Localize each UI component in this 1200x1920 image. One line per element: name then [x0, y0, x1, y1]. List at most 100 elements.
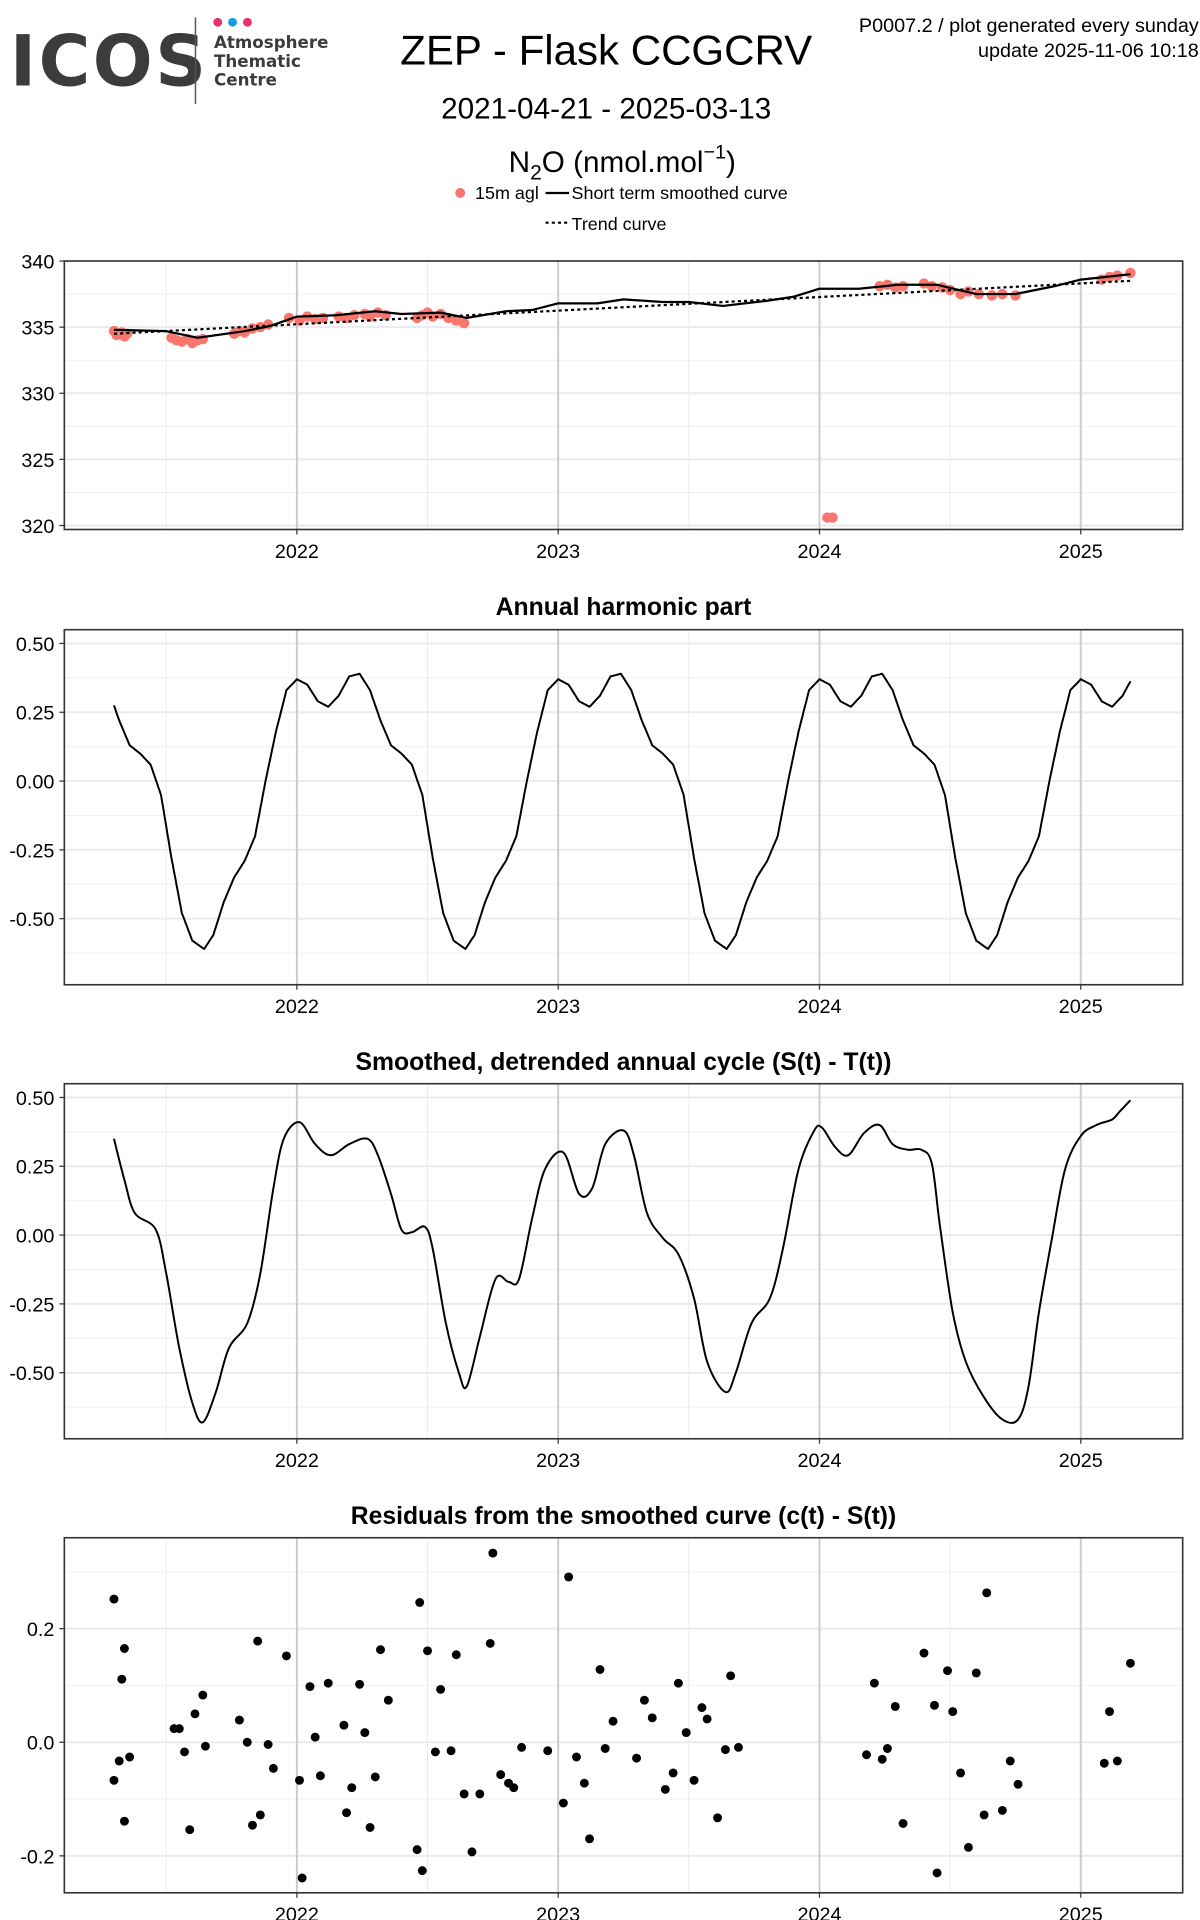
residual-point: [862, 1750, 871, 1760]
legend: 15m agl Short term smoothed curve Trend …: [455, 183, 788, 234]
x-tick-label: 2025: [1059, 996, 1103, 1018]
y-tick-label: 0.25: [16, 1157, 55, 1179]
observation-point: [1010, 290, 1021, 301]
residual-point: [585, 1834, 594, 1844]
residual-point: [467, 1847, 477, 1857]
x-tick-label: 2025: [1059, 541, 1103, 563]
date-range: 2021-04-21 - 2025-03-13: [441, 93, 771, 126]
y-tick-label: -0.50: [9, 1363, 54, 1385]
y-tick-label: -0.50: [9, 909, 54, 931]
y-tick-label: -0.25: [9, 840, 54, 862]
plot-background: [64, 261, 1183, 530]
residual-point: [423, 1646, 432, 1656]
y-tick-label: 0.50: [16, 1088, 55, 1110]
residual-point: [412, 1845, 422, 1855]
residual-point: [383, 1695, 393, 1705]
residual-point: [198, 1690, 208, 1700]
residual-point: [323, 1678, 333, 1688]
residual-point: [919, 1648, 929, 1658]
residual-point: [1099, 1758, 1109, 1768]
residual-point: [564, 1572, 574, 1582]
smoothed-curve: [113, 273, 1131, 339]
residual-point: [459, 1789, 469, 1799]
residual-point: [485, 1638, 495, 1648]
panel-title: Annual harmonic part: [496, 594, 752, 621]
y-tick-label: 335: [21, 318, 54, 340]
residual-point: [281, 1651, 291, 1661]
plot-border: [63, 1536, 1184, 1894]
residual-point: [295, 1775, 304, 1785]
y-tick-label: 325: [21, 450, 54, 472]
plot-background: [64, 1537, 1183, 1893]
logo-dot-3: [242, 17, 252, 27]
residual-point: [1112, 1756, 1122, 1766]
y-tick-label: 340: [21, 251, 54, 273]
x-tick-label: 2022: [275, 996, 319, 1018]
residual-point: [376, 1645, 385, 1655]
residual-point: [310, 1732, 320, 1742]
residual-point: [929, 1700, 939, 1710]
residual-point: [720, 1745, 730, 1755]
residual-point: [509, 1783, 519, 1793]
residual-point: [488, 1548, 498, 1558]
observation-point: [926, 280, 938, 292]
y-tick-label: 0.50: [16, 634, 55, 656]
residual-point: [982, 1588, 992, 1598]
residual-point: [632, 1753, 642, 1763]
residual-point: [430, 1747, 440, 1757]
panel-3: Smoothed, detrended annual cycle (S(t) -…: [9, 1049, 1184, 1472]
residual-point: [248, 1820, 257, 1830]
panel-2: Annual harmonic part -0.50 -0.25 0.00 0.25 0.…: [9, 594, 1184, 1018]
logo-dot-1: [213, 17, 223, 27]
residual-point: [1105, 1707, 1114, 1717]
residual-point: [673, 1678, 683, 1688]
observation-point: [1125, 267, 1136, 279]
y-tick-label: 0.25: [16, 703, 55, 725]
residual-point: [543, 1746, 553, 1756]
residual-point: [713, 1813, 723, 1823]
legend-observation-marker: [455, 188, 466, 198]
residual-point: [517, 1742, 527, 1752]
legend-observation-label: 15m agl: [475, 183, 539, 203]
x-tick-label: 2023: [536, 996, 580, 1018]
species-superscript: −1: [703, 141, 726, 163]
observation-point: [986, 290, 998, 301]
residual-point: [451, 1650, 461, 1660]
residual-point: [342, 1808, 351, 1818]
residual-point: [869, 1678, 879, 1688]
residual-point: [253, 1636, 263, 1646]
residual-point: [948, 1707, 958, 1717]
residual-point: [726, 1671, 736, 1681]
trend-curve: [113, 279, 1131, 335]
residual-point: [647, 1713, 657, 1723]
observation-point: [349, 310, 360, 321]
species-base: N: [509, 146, 530, 179]
residual-point: [315, 1771, 325, 1781]
residual-point: [890, 1701, 900, 1711]
panel-1: 320 325 330 335 340 2022 2023 2024 2025: [21, 251, 1184, 563]
residual-point: [997, 1805, 1007, 1815]
residual-point: [242, 1737, 252, 1747]
residual-point: [579, 1778, 589, 1788]
residual-point: [117, 1674, 127, 1684]
legend-trend-label: Trend curve: [572, 214, 667, 234]
residual-point: [882, 1744, 892, 1753]
residual-point: [415, 1598, 425, 1607]
legend-smooth-label: Short term smoothed curve: [572, 183, 788, 203]
meta-line-1: P0007.2 / plot generated every sunday: [859, 15, 1199, 37]
residual-point: [109, 1594, 119, 1604]
meta-line-2: update 2025-11-06 10:18: [978, 40, 1199, 62]
residual-point: [681, 1728, 691, 1738]
residual-point: [660, 1784, 670, 1794]
residual-point: [496, 1770, 506, 1780]
residual-point: [339, 1720, 349, 1730]
plot-background: [64, 1083, 1183, 1439]
plot-border: [63, 260, 1184, 531]
residual-point: [297, 1873, 307, 1883]
y-tick-label: 0.2: [27, 1619, 55, 1641]
residual-point: [956, 1768, 966, 1778]
x-tick-label: 2024: [797, 996, 841, 1018]
panel-title: Smoothed, detrended annual cycle (S(t) -…: [356, 1049, 892, 1076]
species-label: N2O (nmol.mol−1): [509, 141, 736, 184]
